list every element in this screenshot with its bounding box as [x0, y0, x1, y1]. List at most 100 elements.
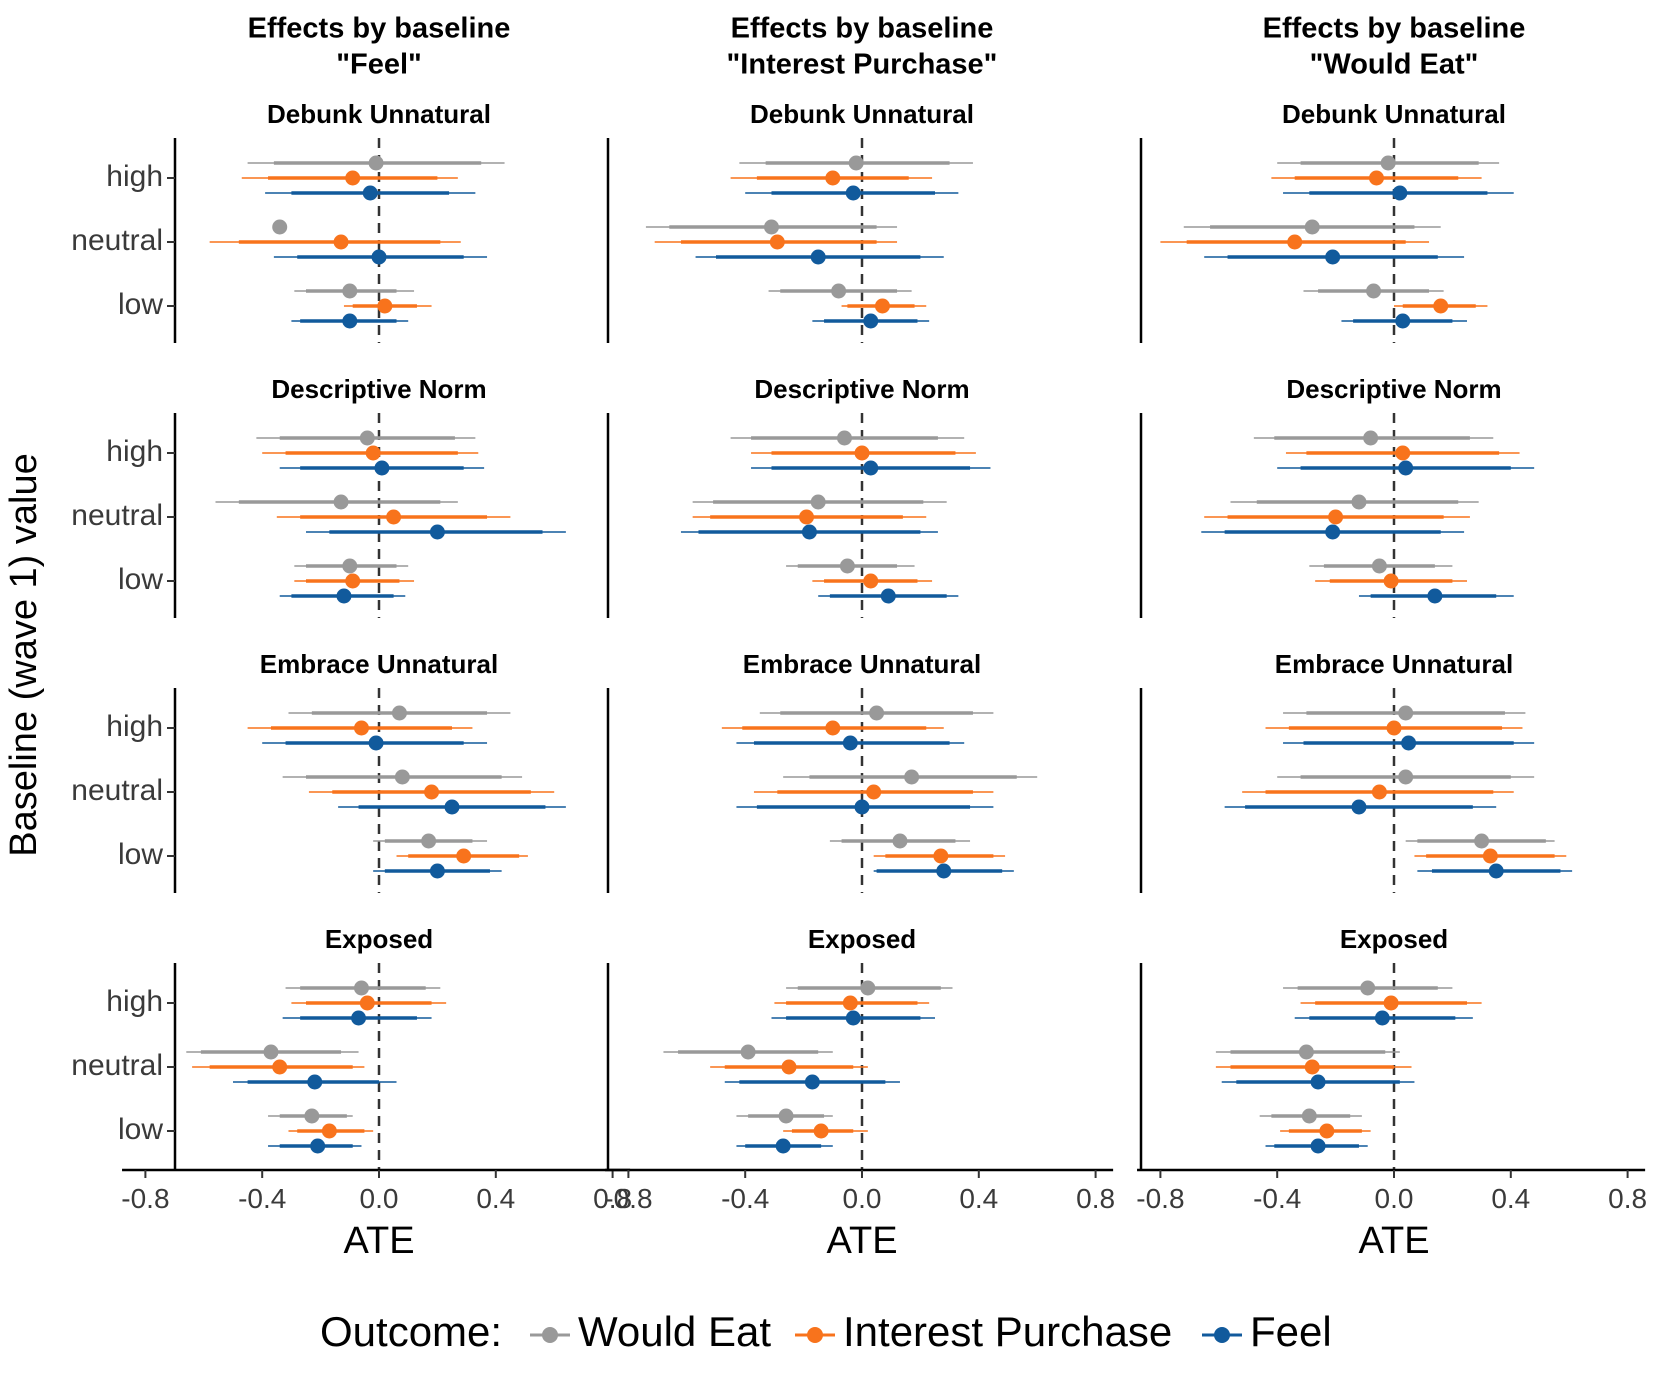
x-tick-label-c2-0: -0.8	[1136, 1183, 1184, 1214]
y-tick-label-r0-low: low	[118, 288, 163, 321]
facet-title-r2-c2: Embrace Unnatural	[1275, 649, 1513, 679]
x-tick-label-c1-0: -0.8	[604, 1183, 652, 1214]
point-estimate-r3-c1-low-feel	[775, 1138, 791, 1154]
point-estimate-r2-c0-neutral-feel	[444, 799, 460, 815]
point-estimate-r3-c0-neutral-feel	[307, 1074, 323, 1090]
point-estimate-r3-c0-high-would-eat	[353, 980, 369, 996]
point-estimate-r3-c2-low-would-eat	[1301, 1108, 1317, 1124]
point-estimate-r2-c0-neutral-interest-purchase	[424, 784, 440, 800]
point-estimate-r1-c0-high-feel	[374, 460, 390, 476]
point-estimate-r2-c0-high-interest-purchase	[353, 720, 369, 736]
point-estimate-r1-c2-high-feel	[1398, 460, 1414, 476]
facet-title-r1-c2: Descriptive Norm	[1286, 374, 1501, 404]
y-axis-title: Baseline (wave 1) value	[3, 453, 45, 856]
point-estimate-r2-c2-neutral-interest-purchase	[1371, 784, 1387, 800]
point-estimate-r1-c1-neutral-interest-purchase	[799, 509, 815, 525]
facet-title-r1-c0: Descriptive Norm	[271, 374, 486, 404]
x-axis-title-c1: ATE	[826, 1220, 897, 1262]
y-tick-label-r0-high: high	[106, 160, 163, 193]
facet-title-r3-c0: Exposed	[325, 924, 433, 954]
x-tick-label-c0-4: 0.8	[593, 1183, 632, 1214]
point-estimate-r2-c2-low-would-eat	[1474, 833, 1490, 849]
point-estimate-r3-c2-low-interest-purchase	[1319, 1123, 1335, 1139]
y-tick-label-r1-high: high	[106, 435, 163, 468]
point-estimate-r2-c1-low-feel	[936, 863, 952, 879]
point-estimate-r1-c0-low-interest-purchase	[345, 573, 361, 589]
point-estimate-r3-c0-neutral-interest-purchase	[272, 1059, 288, 1075]
point-estimate-r3-c2-neutral-interest-purchase	[1304, 1059, 1320, 1075]
point-estimate-r2-c2-low-interest-purchase	[1482, 848, 1498, 864]
point-estimate-r2-c0-low-interest-purchase	[456, 848, 472, 864]
point-estimate-r3-c2-high-would-eat	[1360, 980, 1376, 996]
column-title-0-line-1: "Feel"	[336, 49, 422, 81]
x-tick-label-c1-4: 0.8	[1076, 1183, 1115, 1214]
facet-title-r2-c0: Embrace Unnatural	[260, 649, 498, 679]
point-estimate-r0-c0-neutral-would-eat	[272, 219, 288, 235]
facet-title-r3-c2: Exposed	[1340, 924, 1448, 954]
x-tick-label-c0-1: -0.4	[238, 1183, 286, 1214]
point-estimate-r1-c2-low-feel	[1427, 588, 1443, 604]
point-estimate-r1-c0-neutral-would-eat	[333, 494, 349, 510]
point-estimate-r0-c1-low-interest-purchase	[874, 298, 890, 314]
point-estimate-r2-c1-high-feel	[842, 735, 858, 751]
point-estimate-r1-c2-neutral-feel	[1325, 524, 1341, 540]
point-estimate-r3-c0-low-feel	[310, 1138, 326, 1154]
point-estimate-r1-c1-neutral-would-eat	[810, 494, 826, 510]
point-estimate-r2-c2-high-feel	[1401, 735, 1417, 751]
column-title-2-line-1: "Would Eat"	[1310, 49, 1479, 81]
x-tick-label-c2-1: -0.4	[1253, 1183, 1301, 1214]
point-estimate-r1-c1-low-feel	[880, 588, 896, 604]
x-tick-label-c2-3: 0.4	[1491, 1183, 1530, 1214]
point-estimate-r2-c0-low-would-eat	[421, 833, 437, 849]
point-estimate-r2-c0-neutral-would-eat	[394, 769, 410, 785]
point-estimate-r1-c1-high-interest-purchase	[854, 445, 870, 461]
point-estimate-r3-c2-high-interest-purchase	[1383, 995, 1399, 1011]
y-tick-label-r2-high: high	[106, 710, 163, 743]
point-estimate-r3-c1-high-feel	[845, 1010, 861, 1026]
point-estimate-r1-c2-low-would-eat	[1371, 558, 1387, 574]
point-estimate-r1-c0-low-would-eat	[342, 558, 358, 574]
point-estimate-r1-c2-high-interest-purchase	[1395, 445, 1411, 461]
point-estimate-r2-c1-neutral-would-eat	[904, 769, 920, 785]
point-estimate-r3-c1-high-would-eat	[860, 980, 876, 996]
y-tick-label-r1-low: low	[118, 563, 163, 596]
point-estimate-r0-c2-high-interest-purchase	[1368, 170, 1384, 186]
legend-key-point-0	[542, 1327, 558, 1343]
facet-title-r0-c2: Debunk Unnatural	[1282, 99, 1506, 129]
y-tick-label-r2-low: low	[118, 838, 163, 871]
x-tick-label-c0-2: 0.0	[360, 1183, 399, 1214]
point-estimate-r2-c0-high-would-eat	[391, 705, 407, 721]
point-estimate-r0-c2-neutral-interest-purchase	[1287, 234, 1303, 250]
point-estimate-r2-c2-neutral-feel	[1351, 799, 1367, 815]
x-tick-label-c1-1: -0.4	[721, 1183, 769, 1214]
point-estimate-r0-c1-neutral-would-eat	[763, 219, 779, 235]
point-estimate-r0-c1-low-feel	[863, 313, 879, 329]
point-estimate-r0-c1-neutral-feel	[810, 249, 826, 265]
point-estimate-r0-c1-neutral-interest-purchase	[769, 234, 785, 250]
point-estimate-r3-c0-low-would-eat	[304, 1108, 320, 1124]
column-title-1-line-1: "Interest Purchase"	[727, 49, 998, 81]
point-estimate-r2-c2-high-would-eat	[1398, 705, 1414, 721]
point-estimate-r0-c2-low-feel	[1395, 313, 1411, 329]
point-estimate-r0-c0-high-feel	[362, 185, 378, 201]
point-estimate-r3-c2-neutral-would-eat	[1298, 1044, 1314, 1060]
x-tick-label-c2-4: 0.8	[1608, 1183, 1647, 1214]
legend-key-point-1	[807, 1327, 823, 1343]
point-estimate-r1-c0-neutral-interest-purchase	[386, 509, 402, 525]
point-estimate-r2-c1-low-would-eat	[892, 833, 908, 849]
point-estimate-r0-c1-high-would-eat	[848, 155, 864, 171]
facet-title-r3-c1: Exposed	[808, 924, 916, 954]
point-estimate-r2-c1-high-would-eat	[869, 705, 885, 721]
point-estimate-r0-c2-neutral-would-eat	[1304, 219, 1320, 235]
point-estimate-r1-c1-low-would-eat	[839, 558, 855, 574]
legend-label-1: Interest Purchase	[843, 1308, 1172, 1355]
x-axis-title-c2: ATE	[1358, 1220, 1429, 1262]
point-estimate-r3-c1-low-interest-purchase	[813, 1123, 829, 1139]
point-estimate-r0-c0-neutral-interest-purchase	[333, 234, 349, 250]
point-estimate-r1-c1-high-feel	[863, 460, 879, 476]
facet-title-r0-c1: Debunk Unnatural	[750, 99, 974, 129]
facet-title-r0-c0: Debunk Unnatural	[267, 99, 491, 129]
point-estimate-r0-c0-high-would-eat	[368, 155, 384, 171]
point-estimate-r2-c2-low-feel	[1488, 863, 1504, 879]
